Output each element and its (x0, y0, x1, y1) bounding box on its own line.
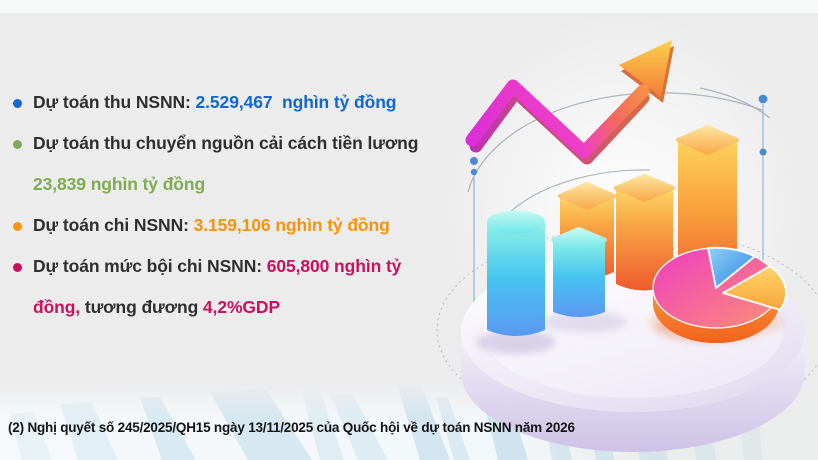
budget-figures-list: Dự toán thu NSNN: 2.529,467 nghìn tỷ đồn… (10, 82, 455, 328)
wage-reform-value: 23,839 nghìn tỷ đồng (33, 174, 206, 194)
bar-cyan-short (551, 227, 607, 317)
deficit-gdp-value: 4,2%GDP (202, 297, 281, 317)
list-item-wage-reform: Dự toán thu chuyển nguồn cải cách tiền l… (10, 123, 455, 205)
expenditure-line: Dự toán chi NSNN: 3.159,106 nghìn tỷ đồn… (33, 205, 455, 246)
wage-reform-label: Dự toán thu chuyển nguồn cải cách tiền l… (33, 133, 419, 153)
list-item-deficit: Dự toán mức bội chi NSNN: 605,800 nghìn … (10, 246, 455, 328)
pie-chart-icon (652, 246, 787, 343)
wage-reform-line-2: 23,839 nghìn tỷ đồng (33, 164, 455, 205)
wage-reform-line-1: Dự toán thu chuyển nguồn cải cách tiền l… (33, 123, 455, 164)
deficit-line-2: đồng, tương đương 4,2%GDP (33, 287, 455, 328)
bullet-dot-blue (13, 98, 22, 108)
deficit-value: 605,800 nghìn tỷ (266, 256, 402, 276)
deficit-value-cont: đồng, (33, 297, 81, 317)
revenue-label: Dự toán thu NSNN: (33, 92, 196, 112)
3d-chart-illustration (436, 40, 818, 452)
axis-dot (470, 168, 478, 176)
list-item-expenditure: Dự toán chi NSNN: 3.159,106 nghìn tỷ đồn… (10, 205, 455, 246)
pie-slice-blue (707, 246, 756, 289)
axis-dot (759, 148, 767, 156)
list-item-revenue: Dự toán thu NSNN: 2.529,467 nghìn tỷ đồn… (10, 82, 455, 123)
pie-slice-yellow (722, 265, 787, 311)
deficit-connector: tương đương (80, 297, 203, 317)
revenue-value: 2.529,467 nghìn tỷ đồng (195, 92, 397, 112)
footnote: (2) Nghị quyết số 245/2025/QH15 ngày 13/… (8, 420, 575, 435)
expenditure-value: 3.159,106 nghìn tỷ đồng (193, 215, 390, 235)
expenditure-label: Dự toán chi NSNN: (33, 215, 194, 235)
axis-dot (758, 94, 768, 104)
bar-cyan-tall (487, 210, 545, 336)
bar-orange-2 (614, 174, 675, 291)
bullet-dot-orange (13, 221, 22, 231)
deficit-line-1: Dự toán mức bội chi NSNN: 605,800 nghìn … (33, 246, 455, 287)
deficit-label: Dự toán mức bội chi NSNN: (33, 256, 267, 276)
axis-dot (470, 157, 478, 165)
top-strip (0, 0, 818, 13)
revenue-line: Dự toán thu NSNN: 2.529,467 nghìn tỷ đồn… (33, 82, 455, 123)
trend-arrow-icon (465, 40, 674, 165)
bullet-dot-pink (13, 262, 22, 272)
dashed-orbit (436, 227, 818, 433)
arrow-head (619, 40, 672, 97)
bullet-dot-green (13, 139, 22, 149)
